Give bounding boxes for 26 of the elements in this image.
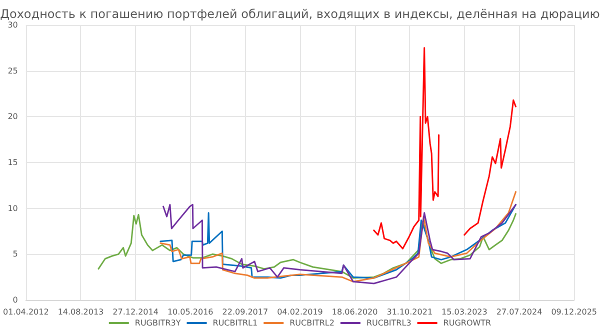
x-tick-label: 01.04.2012 [2, 308, 49, 316]
y-tick-label: 25 [8, 66, 18, 76]
x-tick-label: 18.06.2020 [332, 308, 378, 316]
line-series [98, 213, 517, 279]
y-tick-label: 20 [8, 112, 18, 122]
x-tick-label: 14.08.2013 [58, 308, 104, 316]
y-tick-label: 0 [12, 296, 18, 304]
x-tick-label: 27.12.2014 [112, 308, 158, 316]
x-tick-label: 10.05.2016 [167, 308, 214, 316]
legend-label: RUCBITRL3 [366, 318, 412, 328]
legend-label: RUCBITRL2 [290, 318, 334, 328]
x-tick-label: 04.02.2019 [277, 308, 323, 316]
x-tick-label: 31.10.2021 [386, 308, 433, 316]
y-tick-label: 10 [8, 204, 18, 213]
y-tick-label: 30 [8, 20, 18, 30]
y-tick-label: 15 [8, 158, 18, 167]
x-tick-label: 22.09.2017 [222, 308, 268, 316]
line-series [160, 191, 517, 282]
chart-title: Доходность к погашению портфелей облигаций, входящих в индексы, делённая на дюрацию [0, 7, 600, 21]
legend-label: RUCBITRL1 [212, 318, 258, 328]
x-tick-label: 27.07.2024 [496, 308, 542, 316]
legend-label: RUGROWTR [443, 318, 492, 328]
y-tick-label: 5 [12, 250, 18, 259]
x-tick-label: 09.12.2025 [551, 308, 598, 316]
legend-label: RUGBITR3Y [134, 318, 181, 328]
x-tick-label: 15.03.2023 [442, 308, 488, 316]
